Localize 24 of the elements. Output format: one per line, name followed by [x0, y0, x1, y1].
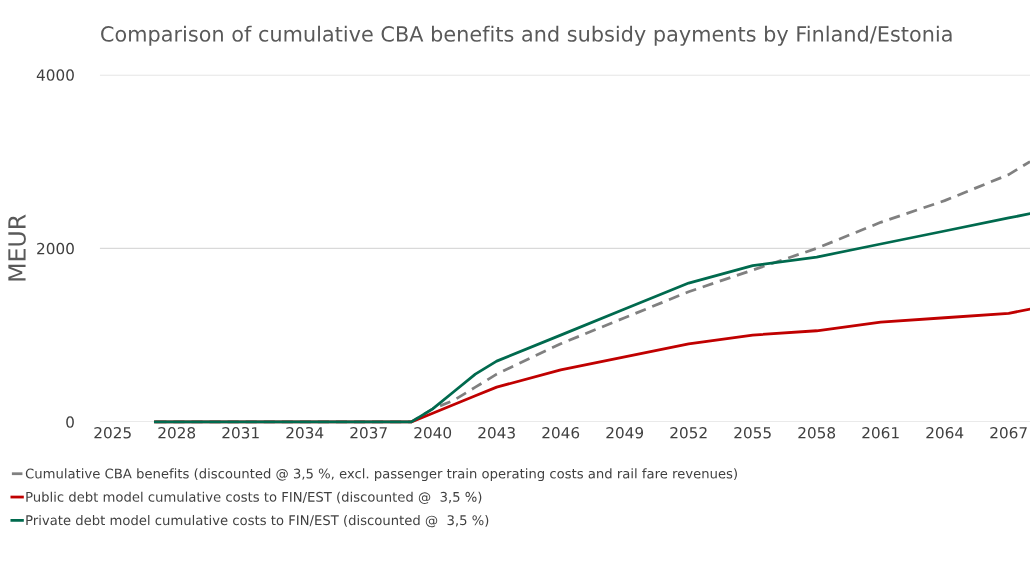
x-tick-label: 2037 [350, 426, 387, 439]
x-tick-label: 2034 [286, 426, 324, 439]
x-tick-label: 2064 [926, 426, 964, 439]
x-tick-label: 2028 [158, 426, 196, 439]
line-series [153, 212, 1030, 424]
x-tick-label: 2058 [798, 426, 836, 439]
y-tick-label: 2000 [37, 242, 74, 255]
legend-label: Cumulative CBA benefits (discounted @ 3,5 %, excl. passenger train operating costs and rail fare revenues) [25, 468, 737, 482]
legend-label: Public debt model cumulative costs to FIN/EST (discounted @ 3,5 %) [26, 491, 482, 504]
x-tick-label: 2049 [606, 426, 644, 439]
x-tick-label: 2025 [94, 426, 131, 439]
y-axis-title: MEUR [8, 214, 26, 281]
x-tick-label: 2061 [862, 426, 899, 439]
x-tick-label: 2067 [990, 426, 1027, 439]
y-tick-label: 0 [66, 416, 74, 428]
x-tick-label: 2055 [734, 426, 771, 439]
chart-title: Comparison of cumulative CBA benefits and subsidy payments by Finland/Estonia [101, 25, 952, 46]
x-tick-label: 2043 [478, 426, 515, 439]
y-tick-label: 4000 [36, 69, 74, 81]
x-tick-label: 2040 [414, 426, 452, 439]
legend-label: Private debt model cumulative costs to FIN/EST (discounted @ 3,5 %) [26, 514, 489, 528]
x-tick-label: 2046 [542, 426, 580, 439]
x-tick-label: 2052 [670, 426, 707, 439]
x-tick-label: 2031 [222, 426, 259, 439]
